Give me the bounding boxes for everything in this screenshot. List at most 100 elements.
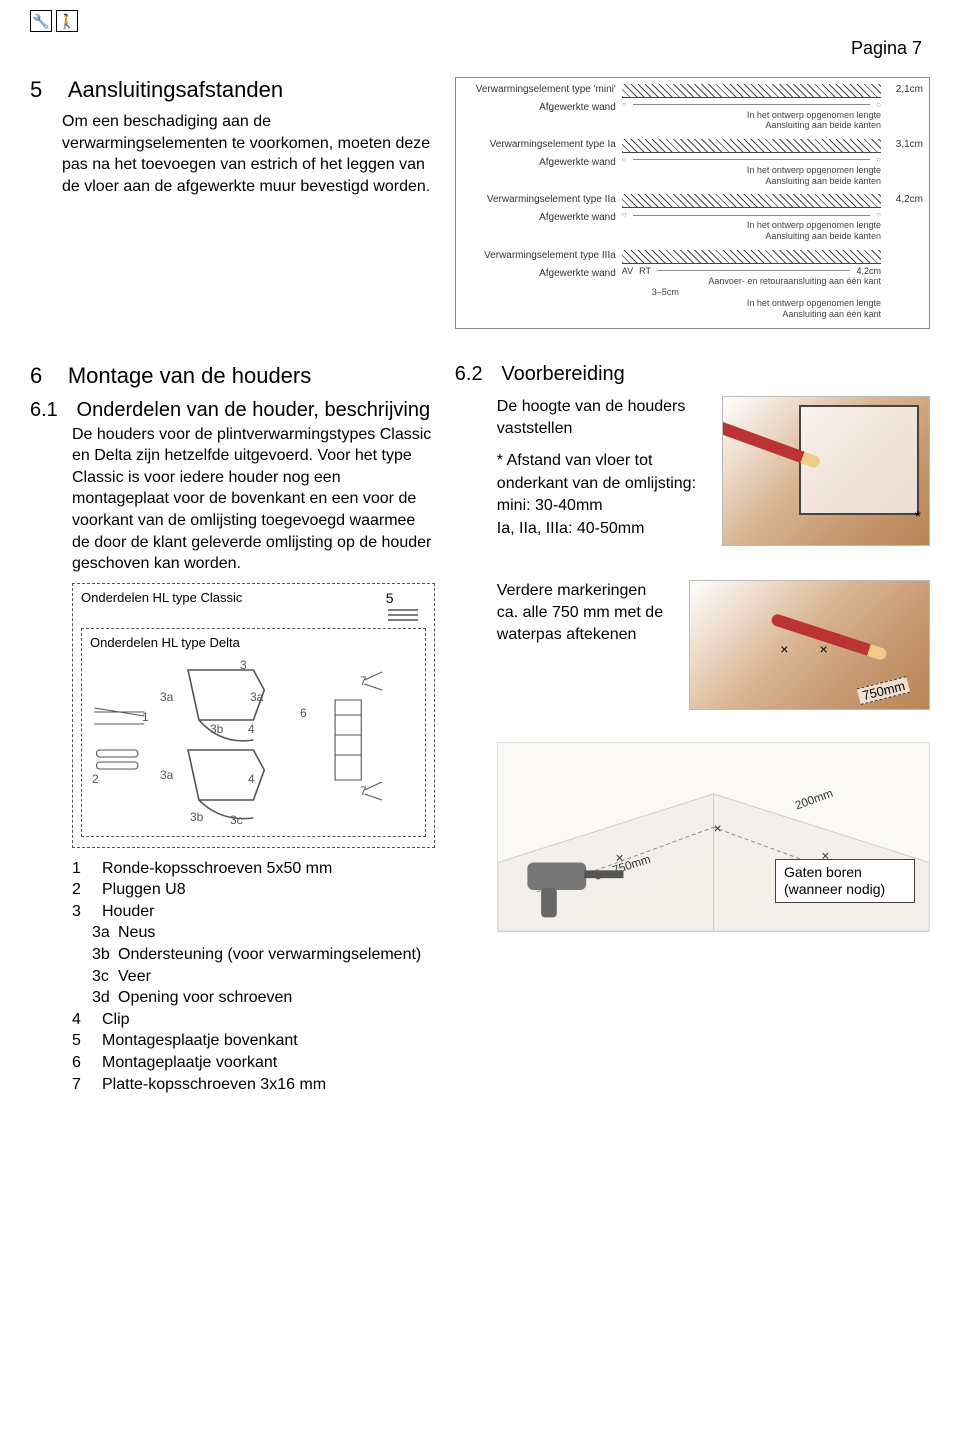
legend-text: Platte-kopsschroeven 3x16 mm — [102, 1074, 326, 1096]
legend-text: Houder — [102, 901, 154, 923]
legend-row: 4Clip — [72, 1009, 435, 1031]
diagram-aansluit-both: Aansluiting aan beide kanten — [622, 231, 881, 242]
parts-label-5: 5 — [386, 590, 426, 624]
person-icon: 🚶 — [56, 10, 78, 32]
connection-diagram: Verwarmingselement type 'mini' Afgewerkt… — [455, 77, 930, 329]
parts-label-4: 4 — [248, 772, 255, 786]
parts-label-3b: 3b — [190, 810, 203, 824]
legend-row: 5Montagesplaatje bovenkant — [72, 1030, 435, 1052]
legend-text: Montagesplaatje bovenkant — [102, 1030, 298, 1052]
section5-body: Om een beschadiging aan de verwarmingsel… — [30, 111, 435, 197]
legend-num: 5 — [72, 1030, 102, 1052]
diagram-length-label: In het ontwerp opgenomen lengte — [622, 110, 881, 121]
parts-classic-label: Onderdelen HL type Classic — [81, 590, 242, 605]
diagram-dist: 2,1cm — [881, 84, 923, 96]
section61-heading: 6.1 Onderdelen van de houder, beschrijvi… — [30, 399, 435, 422]
section61-body: De houders voor de plintverwarmingstypes… — [30, 424, 435, 575]
diagram-type-label: Verwarmingselement type IIIa — [462, 250, 616, 262]
legend-row: 2Pluggen U8 — [72, 879, 435, 901]
toolbar: 🔧 🚶 — [30, 10, 930, 32]
parts-label-2: 2 — [92, 772, 99, 786]
marking-750-illustration: × × 750mm — [689, 580, 930, 710]
diagram-rt-label: RT — [639, 266, 651, 277]
diagram-dist: 3,1cm — [881, 139, 923, 151]
parts-label-3a: 3a — [160, 690, 173, 704]
parts-sketch: 1 2 3 3a 3a 3a 3b 3b 3c 4 4 6 7 7 — [90, 650, 417, 830]
section6-num: 6 — [30, 363, 62, 389]
legend-text: Veer — [118, 966, 151, 988]
legend-text: Clip — [102, 1009, 130, 1031]
parts-figure-delta: Onderdelen HL type Delta — [81, 628, 426, 837]
diagram-pipe-label: Aanvoer- en retouraansluiting aan één ka… — [622, 276, 881, 287]
legend-text: Montageplaatje voorkant — [102, 1052, 277, 1074]
diagram-aansluit-both: Aansluiting aan beide kanten — [622, 176, 881, 187]
section5-heading: 5 Aansluitingsafstanden — [30, 77, 435, 103]
dim-750: 750mm — [856, 676, 910, 705]
diagram-aansluit-both: Aansluiting aan beide kanten — [622, 120, 881, 131]
legend-row: 3Houder — [72, 901, 435, 923]
height-marking-illustration: * — [722, 396, 930, 546]
diagram-dist: 4,2cm — [881, 194, 923, 206]
parts-figure-classic: Onderdelen HL type Classic 5 Onderdelen … — [72, 583, 435, 848]
drill-illustration: 200mm ca. 750mm × × × Gaten boren — [497, 742, 930, 932]
legend-num: 3a — [72, 922, 118, 944]
svg-text:200mm: 200mm — [793, 786, 834, 812]
parts-label-7: 7 — [360, 784, 367, 798]
legend-text: Pluggen U8 — [102, 879, 186, 901]
legend-text: Ondersteuning (voor verwarmingselement) — [118, 944, 421, 966]
parts-label-3: 3 — [240, 658, 247, 672]
parts-label-4: 4 — [248, 722, 255, 736]
section62-title: Voorbereiding — [501, 363, 624, 385]
page-number: Pagina 7 — [30, 38, 930, 59]
diagram-wand-label: Afgewerkte wand — [462, 268, 616, 280]
parts-label-3a: 3a — [250, 690, 263, 704]
diagram-type-label: Verwarmingselement type 'mini' — [462, 84, 616, 96]
diagram-type-label: Verwarmingselement type Ia — [462, 139, 616, 151]
section62-bullet: * Afstand van vloer tot onderkant van de… — [497, 450, 705, 540]
section62-heading: 6.2 Voorbereiding — [455, 363, 930, 386]
legend-row: 3dOpening voor schroeven — [72, 987, 435, 1009]
wrench-icon: 🔧 — [30, 10, 52, 32]
legend-row: 3cVeer — [72, 966, 435, 988]
section61-num: 6.1 — [30, 399, 72, 422]
legend-text: Ronde-kopsschroeven 5x50 mm — [102, 858, 332, 880]
legend-num: 7 — [72, 1074, 102, 1096]
parts-label-7: 7 — [360, 674, 367, 688]
legend-text: Neus — [118, 922, 155, 944]
svg-text:×: × — [713, 821, 721, 836]
section62-intro: De hoogte van de houders vaststellen — [497, 396, 705, 441]
diagram-type-label: Verwarmingselement type IIa — [462, 194, 616, 206]
parts-label-3c: 3c — [230, 813, 243, 827]
section6-heading: 6 Montage van de houders — [30, 363, 435, 389]
mark750-text: Verdere markeringen ca. alle 750 mm met … — [497, 580, 671, 647]
legend-num: 2 — [72, 879, 102, 901]
parts-label-1: 1 — [142, 710, 149, 724]
legend-row: 3aNeus — [72, 922, 435, 944]
svg-text:×: × — [615, 850, 623, 865]
legend-num: 4 — [72, 1009, 102, 1031]
legend-text: Opening voor schroeven — [118, 987, 292, 1009]
parts-label-6: 6 — [300, 706, 307, 720]
drill-callout: Gaten boren (wanneer nodig) — [775, 859, 915, 903]
diagram-length-label: In het ontwerp opgenomen lengte — [622, 165, 881, 176]
legend-row: 6Montageplaatje voorkant — [72, 1052, 435, 1074]
parts-delta-label: Onderdelen HL type Delta — [90, 635, 240, 650]
legend-num: 1 — [72, 858, 102, 880]
parts-label-3a: 3a — [160, 768, 173, 782]
parts-label-3b: 3b — [210, 722, 223, 736]
diagram-aansluit-one: Aansluiting aan één kant — [622, 309, 881, 320]
diagram-gap: 3–5cm — [622, 287, 881, 298]
section5-num: 5 — [30, 77, 62, 103]
section6-title: Montage van de houders — [68, 363, 311, 389]
legend-num: 3b — [72, 944, 118, 966]
legend-num: 3c — [72, 966, 118, 988]
parts-legend: 1Ronde-kopsschroeven 5x50 mm2Pluggen U83… — [30, 858, 435, 1096]
star-marker: * — [915, 509, 921, 527]
legend-row: 3bOndersteuning (voor verwarmingselement… — [72, 944, 435, 966]
section62-num: 6.2 — [455, 363, 497, 386]
legend-row: 1Ronde-kopsschroeven 5x50 mm — [72, 858, 435, 880]
diagram-length-label: In het ontwerp opgenomen lengte — [622, 298, 881, 309]
legend-num: 3 — [72, 901, 102, 923]
legend-num: 6 — [72, 1052, 102, 1074]
section61-title: Onderdelen van de houder, beschrijving — [77, 399, 431, 421]
